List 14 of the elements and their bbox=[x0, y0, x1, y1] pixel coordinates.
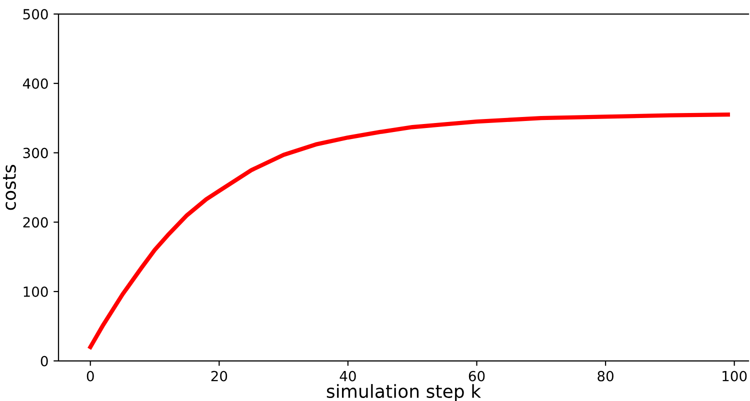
x-tick-label: 60 bbox=[468, 370, 485, 382]
y-tick-label: 200 bbox=[23, 217, 48, 228]
y-tick-label: 300 bbox=[23, 148, 48, 158]
x-tick-label: 80 bbox=[598, 370, 614, 382]
x-tick-label: 0 bbox=[86, 370, 94, 382]
x-tick-label: 20 bbox=[211, 370, 228, 382]
x-tick-label: 100 bbox=[722, 370, 747, 382]
y-tick-label: 400 bbox=[22, 78, 48, 89]
y-tick-label: 0 bbox=[40, 356, 48, 366]
line-series bbox=[88, 112, 730, 350]
y-axis-title: costs bbox=[3, 164, 16, 210]
x-tick-label: 40 bbox=[340, 370, 356, 382]
y-tick-label: 100 bbox=[24, 286, 48, 297]
y-tick-label: 500 bbox=[23, 9, 48, 20]
